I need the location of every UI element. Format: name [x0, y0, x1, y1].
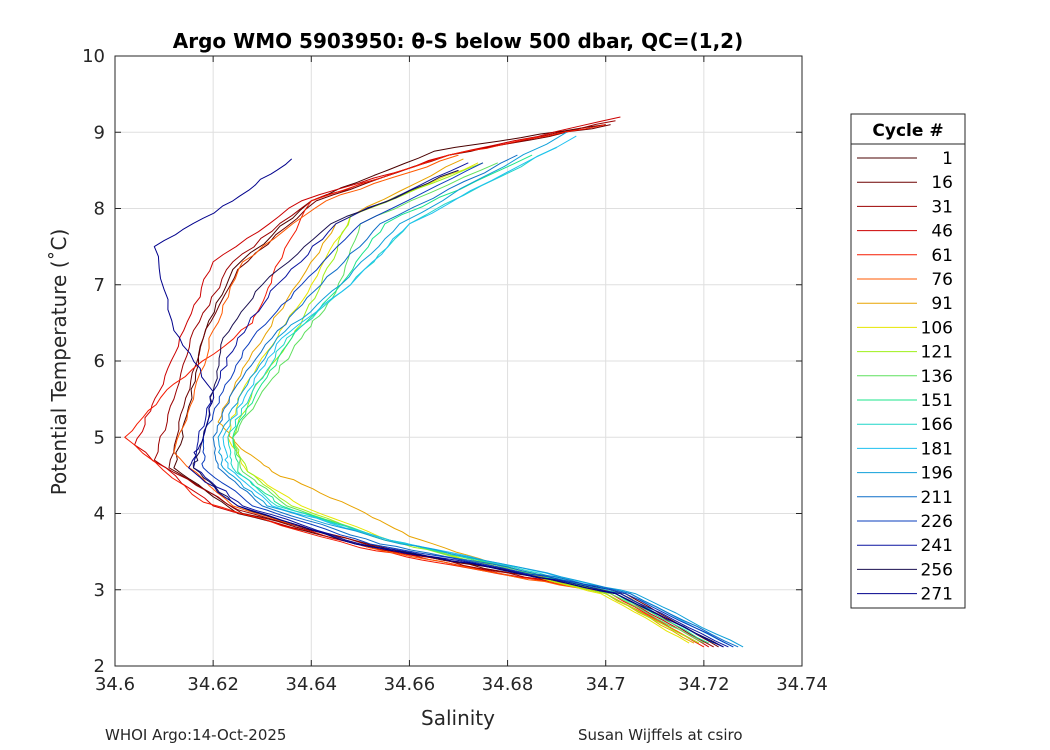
legend-label-16: 16 [931, 173, 953, 193]
legend-label-76: 76 [931, 270, 953, 290]
y-tick-label: 6 [94, 351, 105, 372]
y-tick-label: 10 [82, 46, 105, 67]
x-tick-label: 34.64 [286, 674, 338, 695]
series-line-cycle-76 [173, 154, 700, 644]
series-line-cycle-136 [232, 162, 705, 644]
x-tick-label: 34.62 [187, 674, 239, 695]
series-line-cycle-106 [227, 162, 690, 644]
x-tick-label: 34.74 [776, 674, 828, 695]
y-tick-label: 9 [94, 122, 105, 143]
legend-label-31: 31 [931, 197, 953, 217]
series-line-cycle-121 [232, 162, 700, 644]
series-line-cycle-91 [217, 158, 695, 644]
legend-label-256: 256 [921, 560, 953, 580]
axis-ticks: 34.6 34.62 34.64 34.66 34.68 34.7 34.72 34.74 2 3… [82, 46, 828, 695]
legend-label-136: 136 [921, 367, 953, 387]
legend-label-1: 1 [942, 149, 953, 169]
legend-label-196: 196 [921, 464, 953, 484]
series-line-cycle-271 [153, 158, 724, 648]
x-tick-label: 34.7 [586, 674, 626, 695]
series-line-cycle-1 [173, 124, 616, 591]
x-axis-label: Salinity [421, 706, 495, 730]
y-axis-label: Potential Temperature (˚C) [47, 229, 71, 496]
legend-label-226: 226 [921, 512, 953, 532]
y-tick-label: 2 [94, 656, 105, 677]
series-lines [124, 116, 744, 648]
legend-label-181: 181 [921, 439, 953, 459]
series-line-cycle-226 [201, 162, 734, 648]
legend-label-241: 241 [921, 536, 953, 556]
chart-title: Argo WMO 5903950: θ-S below 500 dbar, QC… [173, 29, 743, 53]
legend-box [850, 113, 966, 609]
series-line-cycle-256 [192, 169, 724, 648]
legend-label-211: 211 [921, 488, 953, 508]
legend-label-46: 46 [931, 222, 953, 242]
series-line-cycle-196 [217, 131, 744, 648]
y-tick-label: 7 [94, 275, 105, 296]
series-line-cycle-211 [212, 154, 739, 648]
legend-label-91: 91 [931, 294, 953, 314]
legend: Cycle # 11631466176911061211361511661811… [850, 113, 966, 609]
grid-lines [114, 55, 803, 667]
legend-label-106: 106 [921, 318, 953, 338]
legend-items: 1 16 31 46 61 76 91 106 121 136 151 166 181 196 211 226… [857, 149, 953, 605]
y-tick-label: 5 [94, 427, 105, 448]
series-line-cycle-166 [227, 147, 714, 644]
y-tick-label: 3 [94, 580, 105, 601]
legend-title: Cycle # [872, 121, 943, 141]
x-tick-label: 34.68 [482, 674, 534, 695]
series-line-cycle-61 [124, 124, 705, 648]
series-line-cycle-241 [193, 162, 729, 648]
y-tick-label: 4 [94, 504, 105, 525]
footer-credit-left: WHOI Argo:14-Oct-2025 [105, 726, 287, 744]
legend-label-121: 121 [921, 343, 953, 363]
legend-label-166: 166 [921, 415, 953, 435]
x-tick-label: 34.72 [678, 674, 730, 695]
legend-label-271: 271 [921, 585, 953, 605]
x-tick-label: 34.6 [95, 674, 135, 695]
y-tick-label: 8 [94, 199, 105, 220]
series-line-cycle-16 [168, 124, 719, 648]
x-tick-label: 34.66 [384, 674, 436, 695]
series-line-cycle-151 [232, 154, 710, 644]
legend-label-151: 151 [921, 391, 953, 411]
legend-label-61: 61 [931, 246, 953, 266]
footer-credit-right: Susan Wijffels at csiro [578, 726, 743, 744]
